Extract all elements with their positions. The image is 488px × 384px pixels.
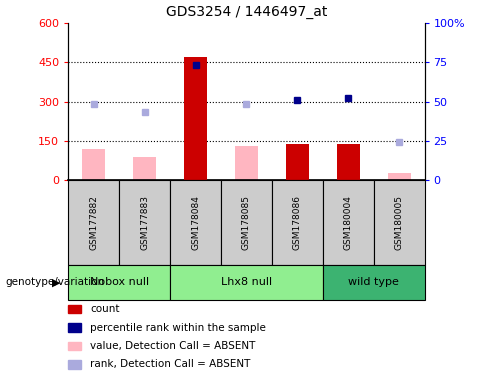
Bar [337,144,360,180]
Text: value, Detection Call = ABSENT: value, Detection Call = ABSENT [90,341,256,351]
Title: GDS3254 / 1446497_at: GDS3254 / 1446497_at [166,5,327,19]
Bar [170,265,323,300]
Text: GSM178085: GSM178085 [242,195,251,250]
Text: percentile rank within the sample: percentile rank within the sample [90,323,266,333]
Bar [133,157,156,180]
Text: ▶: ▶ [52,277,61,287]
Bar [323,180,374,265]
Bar [387,173,410,180]
Text: wild type: wild type [348,277,399,287]
Text: GSM177882: GSM177882 [89,195,98,250]
Text: GSM178086: GSM178086 [293,195,302,250]
Bar [323,265,425,300]
Text: Lhx8 null: Lhx8 null [221,277,272,287]
Text: genotype/variation: genotype/variation [5,277,104,287]
Bar [286,144,309,180]
Bar [170,180,221,265]
Bar [82,149,105,180]
Bar [221,180,272,265]
Bar [235,146,258,180]
Text: count: count [90,304,120,314]
Text: Nobox null: Nobox null [90,277,149,287]
Text: GSM178084: GSM178084 [191,195,200,250]
Bar [119,180,170,265]
Bar [374,180,425,265]
Bar [272,180,323,265]
Text: GSM180005: GSM180005 [395,195,404,250]
Bar [68,265,170,300]
Text: GSM177883: GSM177883 [140,195,149,250]
Text: GSM180004: GSM180004 [344,195,353,250]
Bar [68,180,119,265]
Bar [184,57,207,180]
Text: rank, Detection Call = ABSENT: rank, Detection Call = ABSENT [90,359,251,369]
